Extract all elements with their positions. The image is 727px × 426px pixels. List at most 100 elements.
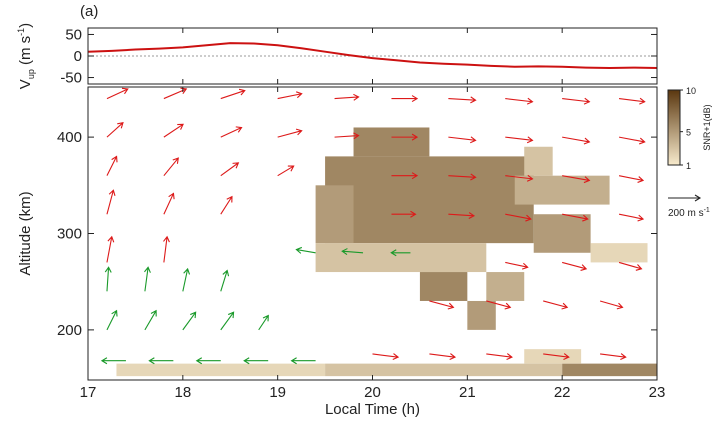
y-axis-label: Altitude (km): [17, 191, 34, 275]
wind-arrow: [448, 212, 476, 219]
y-tick-label: 50: [65, 26, 82, 43]
wind-arrow: [195, 357, 221, 365]
wind-arrow: [599, 300, 624, 310]
wind-arrow: [391, 172, 419, 180]
wind-arrow: [220, 269, 230, 292]
plot-frame: [87, 86, 658, 381]
wind-arrow: [106, 155, 118, 176]
wind-arrow: [220, 162, 240, 177]
snr-cell: [325, 156, 534, 244]
colorbar-tick-label: 10: [686, 86, 696, 96]
y-axis-label-part: up: [26, 69, 36, 79]
wind-arrow: [486, 353, 513, 361]
y-axis-label-part: -1: [16, 28, 26, 36]
x-tick-label: 17: [80, 384, 97, 401]
x-tick-label: 21: [459, 384, 476, 401]
plot-frame: [87, 27, 658, 85]
x-tick-label: 18: [174, 384, 191, 401]
wind-arrow: [106, 122, 124, 138]
snr-cell: [116, 363, 326, 377]
x-tick-label: 19: [269, 384, 286, 401]
wind-arrow: [243, 357, 269, 365]
snr-cell: [533, 214, 591, 253]
y-axis-label: Vup (m s-1): [16, 23, 36, 89]
y-axis-label-part: V: [17, 79, 34, 89]
wind-arrow: [562, 136, 591, 145]
wind-arrow: [106, 309, 118, 331]
wind-arrow: [505, 261, 529, 270]
vup-line: [87, 42, 658, 70]
snr-cell: [514, 175, 610, 205]
x-tick-label: 23: [649, 384, 666, 401]
wind-arrow: [277, 91, 303, 100]
wind-arrow: [106, 235, 115, 263]
wind-arrow: [163, 123, 184, 138]
wind-arrow: [341, 248, 364, 255]
reference-arrow-label-part: 200 m s: [668, 208, 704, 219]
wind-arrow: [104, 266, 112, 292]
snr-cell: [486, 272, 525, 301]
wind-arrow: [220, 126, 243, 138]
wind-arrow: [505, 213, 532, 222]
x-axis-label: Local Time (h): [325, 401, 420, 418]
wind-arrow: [505, 136, 534, 144]
wind-arrow: [618, 97, 646, 105]
wind-arrow: [505, 97, 534, 105]
wind-arrow: [290, 357, 316, 365]
wind-arrow: [163, 235, 170, 263]
wind-arrow: [334, 132, 360, 140]
wind-arrow: [148, 357, 174, 365]
colorbar-tick-label: 1: [686, 161, 691, 171]
wind-arrow: [277, 165, 295, 177]
colorbar-tick-label: 5: [686, 128, 691, 138]
reference-arrow-label: 200 m s-1: [668, 207, 710, 219]
wind-arrow: [618, 213, 645, 222]
y-axis-label-part: ): [17, 23, 34, 28]
snr-cell: [562, 363, 657, 377]
wind-arrow: [390, 249, 411, 257]
wind-arrow: [220, 195, 233, 215]
y-tick-label: 400: [57, 129, 82, 146]
wind-arrow: [100, 357, 126, 365]
wind-arrow: [618, 175, 645, 183]
wind-arrow: [543, 353, 570, 361]
wind-arrow: [144, 309, 157, 331]
wind-arrow: [106, 87, 129, 100]
snr-cell: [524, 349, 582, 364]
wind-arrow: [618, 136, 646, 145]
wind-arrow: [562, 175, 591, 184]
wind-arrow: [182, 311, 197, 331]
snr-cell: [590, 243, 648, 263]
wind-arrow: [448, 136, 477, 144]
wind-arrow: [486, 300, 512, 310]
wind-arrow: [618, 261, 643, 271]
wind-arrow: [562, 261, 588, 271]
wind-arrow: [277, 128, 303, 138]
snr-cell: [467, 300, 496, 330]
snr-cell: [325, 363, 563, 377]
y-tick-label: 0: [74, 48, 82, 65]
colorbar-label: SNR+1(dB): [702, 104, 712, 150]
snr-cell: [353, 127, 430, 157]
y-tick-label: -50: [60, 70, 82, 87]
wind-arrow: [106, 189, 116, 215]
wind-arrow: [448, 96, 477, 104]
wind-arrow: [334, 93, 360, 101]
y-tick-label: 300: [57, 226, 82, 243]
y-tick-label: 200: [57, 322, 82, 339]
x-tick-label: 22: [554, 384, 571, 401]
wind-arrow: [391, 210, 417, 218]
wind-arrow: [505, 174, 534, 182]
reference-arrow: [668, 194, 702, 202]
wind-arrow: [391, 95, 419, 103]
colorbar: [667, 89, 681, 166]
wind-arrow: [163, 192, 175, 215]
wind-arrow: [429, 300, 455, 310]
wind-arrow: [163, 157, 179, 177]
wind-arrow: [448, 173, 477, 181]
wind-arrow: [220, 88, 246, 100]
x-tick-label: 20: [364, 384, 381, 401]
wind-arrow: [295, 246, 316, 254]
